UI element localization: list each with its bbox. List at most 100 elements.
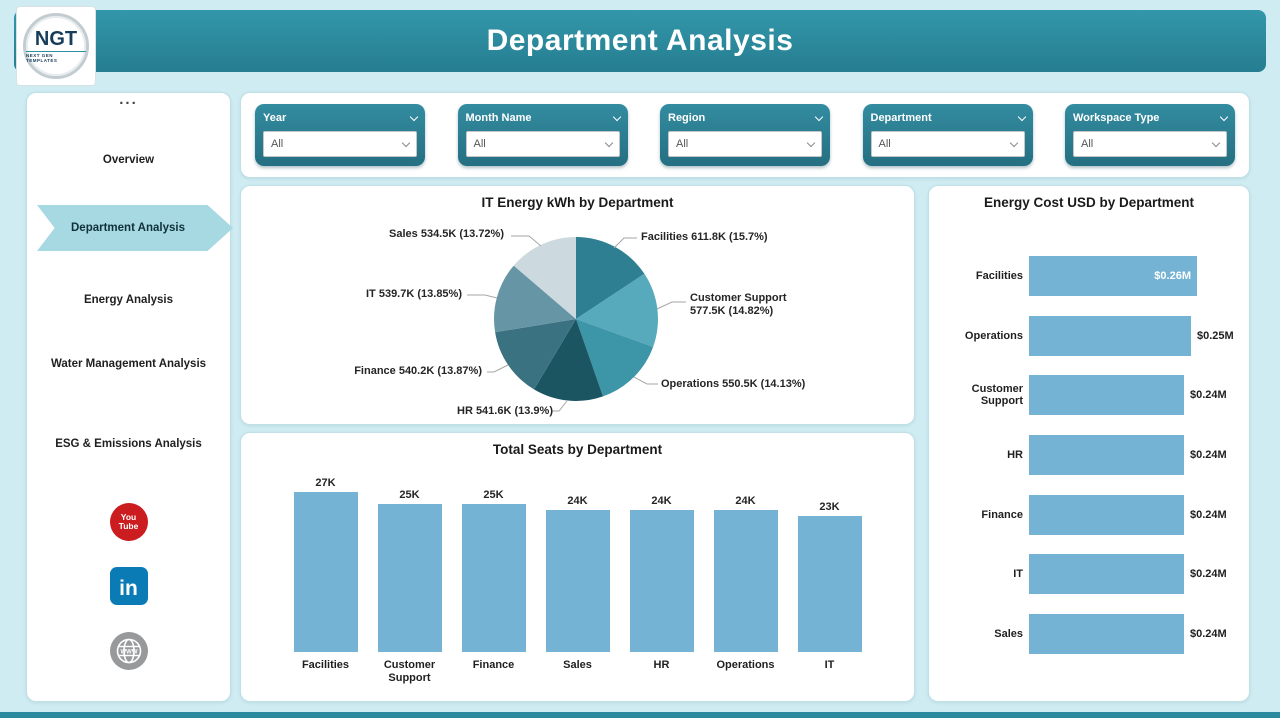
energy-cost-bar-chart: Facilities $0.26M Operations $0.25M Customer… [941, 246, 1237, 664]
energy-cost-chart-title: Energy Cost USD by Department [983, 195, 1195, 210]
pie-slice-it[interactable] [494, 265, 576, 333]
bar-value-label: 27K [315, 477, 336, 489]
hbar-value-label: $0.24M [1190, 628, 1227, 641]
hbar-operations[interactable] [1029, 315, 1191, 356]
bar-hr[interactable] [629, 510, 694, 652]
menu-dots-icon[interactable]: ... [119, 91, 138, 108]
bar-category-label: Customer Support [383, 659, 436, 684]
pie-slice-hr[interactable] [534, 319, 603, 401]
pie-label-sales: Sales 534.5K (13.72%) [389, 228, 504, 240]
filter-workspace-dropdown[interactable]: All [1073, 131, 1227, 157]
pie-slice-finance[interactable] [495, 319, 576, 390]
pie-label-facilities: Facilities 611.8K (15.7%) [641, 231, 768, 243]
seats-bar-chart-card: Total Seats by Department 27K Facilities 2… [240, 432, 915, 702]
chevron-down-icon [604, 138, 613, 147]
sidebar: ... Overview Department Analysis Energy … [26, 91, 233, 702]
header-bar: Department Analysis [14, 10, 1266, 72]
page-title: Department Analysis [486, 24, 794, 57]
filter-workspace-label: Workspace Type [1073, 112, 1160, 124]
hbar-category-label: Operations [964, 329, 1023, 342]
filter-region-dropdown[interactable]: All [668, 131, 822, 157]
sidebar-item-energy-analysis[interactable]: Energy Analysis [83, 294, 174, 306]
bar-group: 23K IT [797, 473, 862, 685]
chevron-down-icon[interactable] [814, 112, 824, 121]
bar-group: 25K Finance [461, 473, 526, 685]
youtube-text-top: You [120, 512, 137, 522]
linkedin-icon[interactable]: in [109, 567, 148, 605]
filter-region: Region All [660, 104, 830, 166]
pie-slice-facilities[interactable] [576, 237, 645, 319]
bar-category-label: IT [824, 659, 835, 671]
bar-category-label: Facilities [301, 659, 350, 671]
bottom-accent-strip [0, 712, 1280, 718]
bar-operations[interactable] [713, 510, 778, 652]
pie-label-operations: Operations 550.5K (14.13%) [661, 378, 806, 390]
filter-workspace-value: All [1081, 138, 1094, 150]
hbar-value-label: $0.24M [1190, 449, 1227, 462]
bar-sales[interactable] [545, 510, 610, 652]
bar-value-label: 23K [819, 501, 840, 513]
hbar-category-label: Finance [981, 508, 1023, 521]
hbar-row: Sales $0.24M [941, 604, 1237, 664]
filter-year-dropdown[interactable]: All [263, 131, 417, 157]
chevron-down-icon [806, 138, 816, 147]
filter-region-value: All [676, 138, 689, 150]
filter-region-label: Region [668, 112, 706, 124]
pie-chart[interactable] [241, 186, 914, 424]
bar-group: 24K Sales [545, 473, 610, 685]
bar-it[interactable] [797, 516, 862, 652]
hbar-category-label: IT [1013, 568, 1023, 581]
website-globe-icon[interactable]: WWW [109, 631, 149, 671]
youtube-icon[interactable]: You Tube [109, 503, 148, 541]
pie-label-customer-support: Customer Support 577.5K (14.82%) [690, 292, 787, 317]
sidebar-item-department-analysis[interactable]: Department Analysis [37, 205, 233, 251]
hbar-hr[interactable] [1029, 435, 1184, 476]
filter-year-value: All [271, 138, 284, 150]
hbar-row: Finance $0.24M [941, 485, 1237, 545]
bar-finance[interactable] [461, 504, 526, 652]
hbar-category-label: Customer Support [971, 383, 1023, 408]
bar-category-label: Sales [563, 659, 592, 671]
logo-text: NGT [34, 28, 78, 50]
sidebar-item-esg-emissions[interactable]: ESG & Emissions Analysis [55, 438, 202, 450]
hbar-customer-support[interactable] [1029, 375, 1184, 416]
pie-label-finance: Finance 540.2K (13.87%) [354, 365, 482, 377]
bar-customer-support[interactable] [377, 504, 442, 652]
chevron-down-icon[interactable] [409, 112, 419, 121]
pie-label-it: IT 539.7K (13.85%) [366, 288, 462, 300]
sidebar-item-overview[interactable]: Overview [102, 154, 155, 166]
hbar-it[interactable] [1029, 554, 1184, 595]
logo-circle: NGT NEXT GEN TEMPLATES [23, 13, 89, 79]
hbar-row: HR $0.24M [941, 425, 1237, 485]
hbar-facilities[interactable]: $0.26M [1029, 255, 1197, 296]
filter-month-value: All [473, 138, 486, 150]
filter-month: Month Name All [457, 104, 628, 166]
hbar-row: Facilities $0.26M [941, 246, 1237, 306]
filter-department: Department All [862, 104, 1033, 166]
bar-category-label: HR [653, 659, 670, 671]
sidebar-item-water-management[interactable]: Water Management Analysis [50, 358, 207, 370]
hbar-category-label: HR [1007, 449, 1023, 462]
filter-year: Year All [255, 104, 425, 166]
bar-facilities[interactable] [293, 492, 358, 652]
filter-workspace-type: Workspace Type All [1065, 104, 1235, 166]
hbar-sales[interactable] [1029, 614, 1184, 655]
pie-slice-sales[interactable] [513, 236, 576, 319]
filter-month-dropdown[interactable]: All [465, 131, 620, 157]
chevron-down-icon[interactable] [1017, 112, 1026, 121]
hbar-category-label: Sales [994, 628, 1023, 641]
filter-department-dropdown[interactable]: All [870, 131, 1025, 157]
hbar-finance[interactable] [1029, 494, 1184, 535]
pie-slice-customer-support[interactable] [576, 273, 658, 347]
bar-value-label: 24K [735, 495, 756, 507]
hbar-value-label: $0.24M [1190, 508, 1227, 521]
filter-department-value: All [878, 138, 891, 150]
pie-chart-title: IT Energy kWh by Department [481, 195, 674, 210]
logo: NGT NEXT GEN TEMPLATES [16, 6, 96, 86]
filter-bar: Year All Month Name All Region All Depar… [240, 92, 1250, 178]
linkedin-text: in [119, 577, 138, 600]
chevron-down-icon[interactable] [612, 112, 621, 121]
pie-chart-card: IT Energy kWh by Department Sales 534.5K… [240, 185, 915, 425]
chevron-down-icon[interactable] [1219, 112, 1229, 121]
